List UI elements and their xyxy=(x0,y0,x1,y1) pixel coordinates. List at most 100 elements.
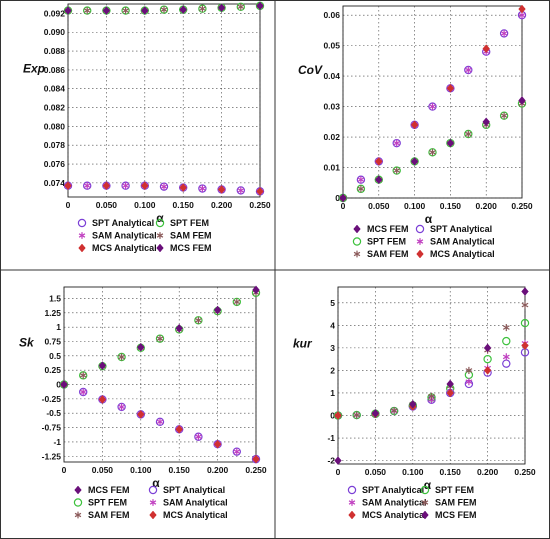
plot-frame xyxy=(67,3,261,198)
legend-label: MCS FEM xyxy=(435,510,477,520)
legend-label: SPT FEM xyxy=(367,237,406,247)
x-tick-label: 0.200 xyxy=(211,200,233,210)
x-tick-label: 0.100 xyxy=(402,467,424,477)
x-axis-label: α xyxy=(425,212,433,226)
data-point-mcs-analytical xyxy=(256,186,264,196)
data-point-mcs-fem xyxy=(483,343,492,353)
y-tick-label: 0.088 xyxy=(44,46,66,56)
legend-item-spt-analytical: SPT Analytical xyxy=(148,485,225,495)
data-point-mcs-analytical xyxy=(213,439,222,449)
y-tick-label: 1 xyxy=(330,388,335,398)
legend-label: MCS Analytical xyxy=(362,510,427,520)
legend-item-spt-fem: SPT FEM xyxy=(73,498,127,508)
legend-marker-star xyxy=(421,499,429,506)
data-point-sam-analytical xyxy=(194,433,202,441)
x-tick-label: 0.250 xyxy=(511,201,533,211)
data-point-mcs-analytical xyxy=(64,181,72,191)
data-point-mcs-analytical xyxy=(483,366,492,375)
legend-marker-star xyxy=(416,238,424,245)
data-point-sam-analytical xyxy=(502,353,510,361)
data-point-mcs-fem xyxy=(179,5,187,15)
data-point-sam-fem xyxy=(194,316,202,324)
y-tick-label: -0.25 xyxy=(42,394,62,404)
x-tick-label: 0 xyxy=(66,200,71,210)
data-point-sam-fem xyxy=(393,166,401,175)
legend-marker-star xyxy=(348,499,356,506)
data-point-mcs-fem xyxy=(213,305,222,315)
legend-item-sam-analytical: SAM Analytical xyxy=(348,498,427,508)
x-tick-label: 0.250 xyxy=(249,200,271,210)
data-point-mcs-fem xyxy=(518,96,526,105)
legend-marker-circle xyxy=(415,224,425,234)
y-tick-label: -0.75 xyxy=(42,423,62,433)
series-mcs-fem xyxy=(64,1,264,15)
data-point-sam-fem xyxy=(160,6,168,14)
y-tick-label: -0.5 xyxy=(46,408,61,418)
y-tick-label: 0.092 xyxy=(44,8,66,18)
x-tick-label: 0.100 xyxy=(404,201,426,211)
series-mcs-analytical xyxy=(339,4,526,203)
data-point-mcs-fem xyxy=(175,323,183,333)
data-point-mcs-analytical xyxy=(482,44,490,54)
data-point-mcs-fem xyxy=(339,193,347,203)
y-tick-label: 1 xyxy=(56,322,61,332)
legend: MCS FEM SPT Analytical SPT FEM SAM Analytic… xyxy=(352,224,495,259)
y-tick-label: -1 xyxy=(53,437,61,447)
legend-item-spt-fem: SPT FEM xyxy=(352,237,406,247)
data-point-mcs-fem xyxy=(410,157,419,166)
x-tick-label: 0.200 xyxy=(207,465,229,475)
data-point-sam-fem xyxy=(357,185,365,193)
data-point-sam-fem xyxy=(390,406,398,415)
legend-label: SAM Analytical xyxy=(430,237,495,247)
legend-marker-star xyxy=(74,511,82,519)
data-point-mcs-fem xyxy=(137,342,145,352)
data-point-mcs-analytical xyxy=(175,424,183,434)
data-point-mcs-analytical xyxy=(334,411,342,420)
legend-item-mcs-analytical: MCS Analytical xyxy=(78,243,157,253)
legend-marker-diamond xyxy=(156,243,164,253)
data-point-sam-fem xyxy=(237,3,245,11)
legend-label: SAM Analytical xyxy=(163,498,228,508)
legend-marker-circle xyxy=(155,218,165,228)
x-tick-label: 0.050 xyxy=(365,467,387,477)
legend-marker-circle xyxy=(73,498,83,507)
legend-item-mcs-fem: MCS FEM xyxy=(156,243,212,253)
x-tick-label: 0.250 xyxy=(245,465,267,475)
data-point-mcs-fem xyxy=(446,379,454,389)
data-point-sam-fem xyxy=(502,323,510,332)
legend-label: SPT Analytical xyxy=(163,485,225,495)
data-points xyxy=(63,1,265,196)
x-axis-label: α xyxy=(152,476,160,490)
y-tick-label: 5 xyxy=(330,298,335,308)
y-tick-label: 0.082 xyxy=(44,103,66,113)
legend-item-spt-fem: SPT FEM xyxy=(420,485,474,495)
legend-marker-diamond xyxy=(421,510,429,520)
x-tick-label: 0.050 xyxy=(96,200,118,210)
series-mcs-fem xyxy=(339,96,526,203)
data-point-mcs-analytical xyxy=(102,181,111,191)
x-tick-label: 0.050 xyxy=(368,201,390,211)
legend-marker-star xyxy=(353,250,361,258)
legend-marker-diamond xyxy=(149,510,157,520)
data-point-sam-analytical xyxy=(160,183,168,191)
data-point-sam-fem xyxy=(233,298,241,306)
data-point-sam-analytical xyxy=(237,186,245,195)
legend-marker-star xyxy=(78,232,86,239)
x-tick-label: 0.150 xyxy=(169,465,191,475)
data-point-spt-fem xyxy=(502,336,511,346)
y-tick-label: 0.75 xyxy=(44,337,61,347)
data-point-mcs-analytical xyxy=(446,83,455,93)
data-point-sam-analytical xyxy=(393,139,401,147)
legend-label: SAM FEM xyxy=(88,510,130,520)
data-point-mcs-analytical xyxy=(141,181,149,191)
data-point-mcs-analytical xyxy=(98,395,107,404)
legend-marker-circle xyxy=(352,237,362,246)
legend: SPT Analytical SPT FEM SAM Analytical SAM F… xyxy=(347,485,477,520)
y-tick-label: 0 xyxy=(335,193,340,203)
y-tick-label: 0.01 xyxy=(323,163,340,173)
data-point-mcs-fem xyxy=(256,1,264,11)
y-tick-label: 0.04 xyxy=(323,71,340,81)
plot-frame xyxy=(63,286,257,463)
data-point-mcs-fem xyxy=(60,380,68,389)
